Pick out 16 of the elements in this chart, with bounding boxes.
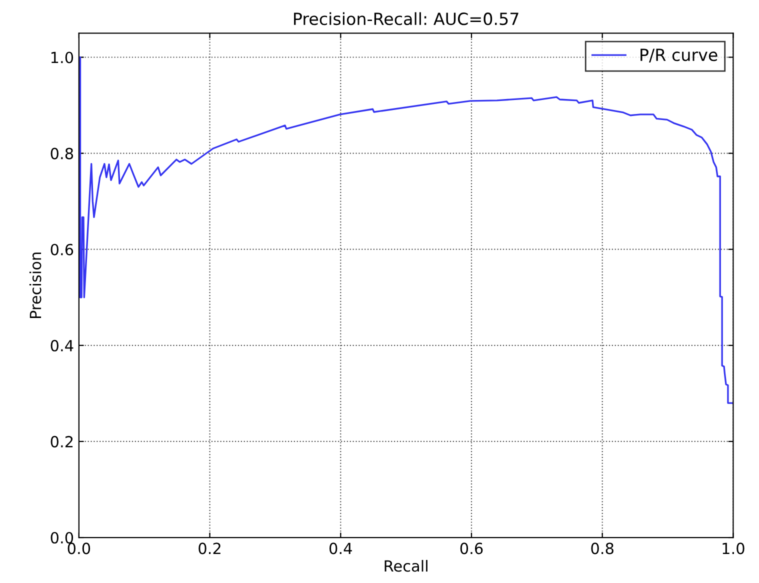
x-tick-label: 0.2 <box>198 542 220 554</box>
legend-label: P/R curve <box>640 48 718 62</box>
chart-title: Precision-Recall: AUC=0.57 <box>294 12 518 26</box>
x-tick-label: 0.0 <box>68 542 90 554</box>
y-tick-label: 1.0 <box>51 52 74 64</box>
y-tick-label: 0.0 <box>50 532 74 544</box>
y-tick-label: 0.2 <box>50 436 73 448</box>
y-axis-title: Precision <box>29 252 42 318</box>
x-axis-title: Recall <box>384 560 428 572</box>
x-tick-label: 0.6 <box>460 542 483 554</box>
y-tick-label: 0.8 <box>50 148 74 160</box>
x-tick-label: 0.4 <box>330 542 352 554</box>
y-tick-label: 0.4 <box>50 340 74 352</box>
y-tick-label: 0.6 <box>50 244 74 256</box>
x-tick-label: 1.0 <box>722 542 744 554</box>
x-tick-label: 0.8 <box>591 542 614 554</box>
